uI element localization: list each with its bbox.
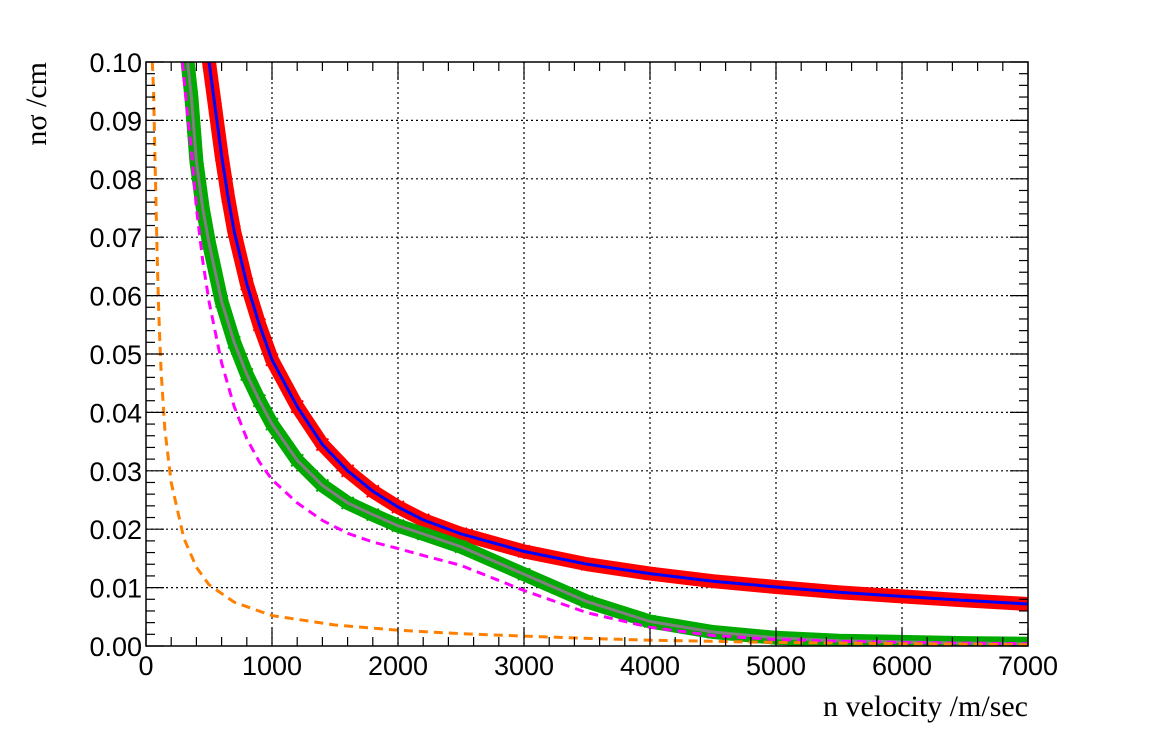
x-tick-label: 4000 xyxy=(620,651,680,681)
y-tick-labels: 0.00 0.01 0.02 0.03 0.04 0.05 0.06 0.07 0.08 0.09… xyxy=(89,48,142,662)
x-tick-label: 2000 xyxy=(368,651,428,681)
x-tick-label: 5000 xyxy=(746,651,806,681)
x-tick-label: 3000 xyxy=(494,651,554,681)
x-tick-label: 1000 xyxy=(242,651,302,681)
x-tick-label: 6000 xyxy=(872,651,932,681)
series-3-line xyxy=(186,62,1028,646)
series-2-point xyxy=(1021,636,1028,646)
series-layer xyxy=(150,62,1028,646)
x-tick-label: 7000 xyxy=(998,651,1058,681)
y-tick-label: 0.00 xyxy=(89,632,142,662)
y-tick-label: 0.07 xyxy=(89,223,142,253)
grid xyxy=(146,62,1028,646)
y-tick-label: 0.02 xyxy=(89,515,142,545)
series-1-line xyxy=(207,62,1028,606)
x-axis-title: n velocity /m/sec xyxy=(823,690,1028,723)
y-axis-title: nσ /cm xyxy=(20,62,53,146)
x-tick-label: 0 xyxy=(138,651,153,681)
series-4-line xyxy=(181,62,1028,646)
series-5-line xyxy=(150,62,1028,646)
series-0-point xyxy=(1021,597,1028,611)
y-tick-label: 0.08 xyxy=(89,165,142,195)
y-tick-label: 0.05 xyxy=(89,340,142,370)
series-0-point xyxy=(202,62,216,69)
y-tick-label: 0.03 xyxy=(89,457,142,487)
axes xyxy=(145,61,1029,647)
y-tick-label: 0.06 xyxy=(89,282,142,312)
y-tick-label: 0.09 xyxy=(89,106,142,136)
x-tick-labels: 0 1000 2000 3000 4000 5000 6000 7000 xyxy=(138,651,1058,681)
y-tick-label: 0.01 xyxy=(89,574,142,604)
y-tick-label: 0.04 xyxy=(89,398,142,428)
y-tick-label: 0.10 xyxy=(89,48,142,78)
